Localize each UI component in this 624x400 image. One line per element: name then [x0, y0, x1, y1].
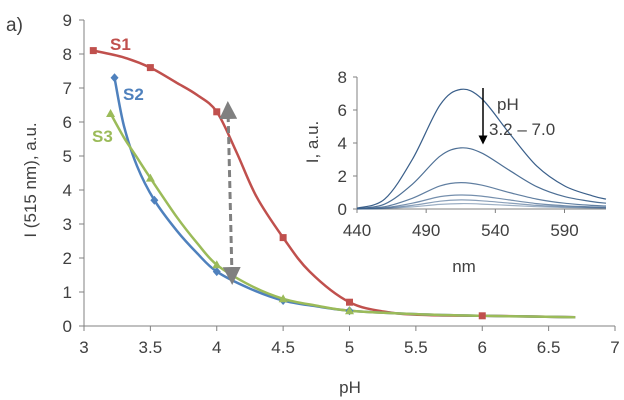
main-y-tick-label: 4 [63, 181, 72, 200]
inset-spectrum-line [356, 181, 607, 210]
data-point-S1 [279, 234, 287, 242]
data-point-S2 [150, 195, 159, 205]
inset-x-axis-label: nm [452, 257, 476, 276]
main-x-tick-label: 7 [610, 338, 619, 357]
inset-x-tick-label: 590 [550, 221, 578, 240]
inset-y-axis-label: I, a.u. [303, 121, 322, 164]
series-line-S1 [93, 49, 576, 319]
series-name-S1: S1 [110, 35, 131, 54]
series-name-S3: S3 [92, 127, 113, 146]
main-y-tick-label: 1 [63, 283, 72, 302]
series-line-S3 [109, 112, 576, 319]
inset-x-tick-label: 440 [343, 221, 371, 240]
main-x-tick-label: 6.5 [537, 338, 561, 357]
inset-spectrum-line [356, 199, 607, 210]
data-point-S1 [478, 312, 486, 320]
main-y-axis-label: I (515 nm), a.u. [21, 122, 40, 237]
data-point-S2 [212, 267, 221, 277]
main-x-tick-label: 3 [79, 338, 88, 357]
panel-label: a) [6, 15, 23, 36]
main-y-tick-label: 5 [63, 147, 72, 166]
data-point-S3 [345, 306, 354, 315]
main-y-tick-label: 8 [63, 45, 72, 64]
inset-y-tick-label: 0 [338, 200, 347, 219]
inset-y-tick-label: 2 [338, 167, 347, 186]
data-point-S2 [110, 73, 119, 83]
inset-annotation-range: 3.2 – 7.0 [489, 120, 555, 139]
data-point-S1 [346, 298, 353, 306]
inset-spectrum-line [356, 194, 607, 210]
main-y-tick-label: 9 [63, 11, 72, 30]
inset-spectrum-line [356, 202, 607, 210]
main-axes: 3 3.5 4 4.5 5 5.5 6 6.5 7 0 1 2 3 4 5 6 7 8 9 [63, 11, 620, 357]
main-x-tick-label: 3.5 [139, 338, 163, 357]
data-point-S1 [89, 47, 97, 55]
main-y-tick-label: 2 [63, 249, 72, 268]
main-series-lines [93, 49, 576, 319]
main-y-tick-label: 7 [63, 79, 72, 98]
data-point-S3 [278, 294, 288, 303]
main-y-tick-label: 0 [63, 317, 72, 336]
inset-y-tick-label: 8 [338, 68, 347, 87]
data-point-S3 [212, 260, 222, 269]
inset-series-lines [356, 88, 607, 210]
inset-spectrum-line [356, 147, 607, 210]
inset-spectrum-line [356, 88, 607, 209]
main-x-axis-label: pH [339, 378, 361, 397]
main-y-tick-label: 6 [63, 113, 72, 132]
data-point-S3 [145, 173, 155, 182]
inset-axes: 440 490 540 590 0 2 4 6 8 [338, 68, 606, 240]
inset-annotation: pH [497, 95, 519, 114]
data-point-S1 [146, 64, 154, 72]
main-x-tick-label: 5 [345, 338, 354, 357]
data-point-S3 [106, 109, 116, 117]
main-x-tick-label: 6 [478, 338, 487, 357]
main-series-names: S1 S2 S3 [92, 35, 144, 146]
inset-x-tick-label: 490 [412, 221, 440, 240]
inset-y-tick-label: 4 [338, 134, 347, 153]
main-x-tick-label: 5.5 [404, 338, 428, 357]
series-name-S2: S2 [123, 85, 144, 104]
pH-shift-arrow [219, 101, 241, 285]
inset-x-tick-label: 540 [481, 221, 509, 240]
main-y-tick-label: 3 [63, 215, 72, 234]
main-series-markers [89, 47, 486, 320]
main-x-tick-label: 4 [212, 338, 221, 357]
inset-y-tick-label: 6 [338, 101, 347, 120]
main-x-tick-label: 4.5 [271, 338, 295, 357]
data-point-S1 [213, 108, 221, 116]
